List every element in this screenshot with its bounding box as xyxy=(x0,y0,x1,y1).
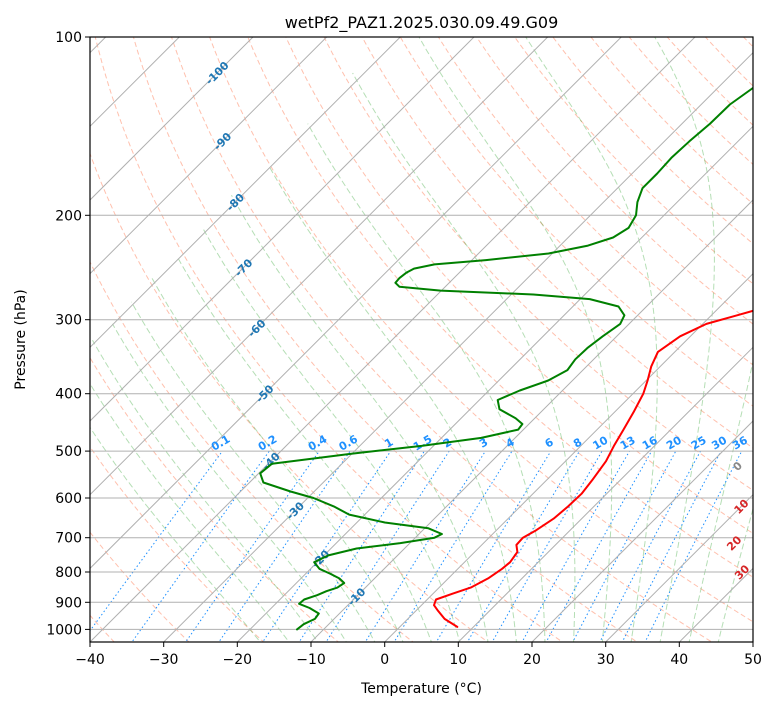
isotherm-line xyxy=(162,51,753,642)
moist-adiabat-line xyxy=(202,227,461,642)
x-axis-label: Temperature (°C) xyxy=(360,681,482,697)
moist-adiabat-line xyxy=(90,426,261,642)
mixing-ratio-line xyxy=(325,450,450,642)
mixing-ratio-line xyxy=(644,450,743,642)
y-tick-label: 200 xyxy=(55,208,82,224)
mixing-ratio-line xyxy=(218,450,351,642)
y-axis: 1000 900 800 700 600 500 400 300 200 100 xyxy=(46,30,90,638)
x-axis: −40 −30 −20 −10 0 10 20 30 40 50 xyxy=(75,642,762,668)
x-tick-label: −30 xyxy=(149,652,179,668)
dry-adiabat-line xyxy=(285,37,753,535)
isotherm-line xyxy=(457,346,753,642)
dry-adiabat-line xyxy=(399,37,753,407)
isotherm-line xyxy=(90,37,549,496)
y-tick-label: 600 xyxy=(55,491,82,507)
dry-adiabat-line xyxy=(132,37,638,642)
y-tick-label: 400 xyxy=(55,387,82,403)
y-axis-label: Pressure (hPa) xyxy=(13,289,29,389)
temperature-profile-line xyxy=(433,309,753,628)
y-tick-label: 800 xyxy=(55,565,82,581)
moist-adiabat-label: 40 xyxy=(749,590,769,610)
mixing-ratio-line xyxy=(185,450,320,642)
x-tick-label: −20 xyxy=(223,652,253,668)
dry-adiabat-line xyxy=(361,37,753,449)
x-tick-label: −40 xyxy=(75,652,105,668)
y-tick-label: 900 xyxy=(55,595,82,611)
mixing-ratio-line xyxy=(491,450,603,642)
mixing-ratio-line xyxy=(466,450,580,642)
dry-adiabat-line xyxy=(90,531,190,642)
dewpoint-profile-line xyxy=(259,86,753,631)
mixing-ratio-line xyxy=(435,450,552,642)
x-tick-label: 30 xyxy=(597,652,615,668)
x-tick-label: −10 xyxy=(296,652,326,668)
plot-area: -100-90-80-70-60-50-40-30-20-100.1 0.2 0.4… xyxy=(90,37,769,642)
dry-adiabat-line xyxy=(247,37,753,578)
moist-adiabat-line xyxy=(268,165,518,642)
chart-title: wetPf2_PAZ1.2025.030.09.49.G09 xyxy=(285,13,559,33)
isotherm-line xyxy=(90,37,696,642)
dry-adiabat-line xyxy=(666,37,753,126)
moist-adiabat-line xyxy=(176,256,432,642)
y-tick-label: 300 xyxy=(55,313,82,329)
isotherm-line xyxy=(90,37,254,201)
mixing-ratio-lines xyxy=(90,450,743,642)
isotherm-line xyxy=(90,37,181,128)
isotherm-line xyxy=(236,125,753,642)
moist-adiabat-line xyxy=(130,301,376,642)
x-tick-label: 10 xyxy=(449,652,467,668)
x-tick-label: 0 xyxy=(380,652,389,668)
mixing-ratio-line xyxy=(131,450,270,642)
moist-adiabat-line xyxy=(151,277,404,642)
dry-adiabat-line xyxy=(590,37,753,205)
moist-adiabat-line xyxy=(352,72,576,642)
isotherm-line xyxy=(604,493,753,642)
x-tick-label: 40 xyxy=(670,652,688,668)
y-tick-label: 700 xyxy=(55,531,82,547)
isotherm-line xyxy=(383,272,753,642)
moist-adiabat-line xyxy=(92,340,319,642)
y-tick-label: 1000 xyxy=(46,622,82,638)
x-tick-label: 20 xyxy=(523,652,541,668)
y-tick-label: 100 xyxy=(55,30,82,46)
dry-adiabat-line xyxy=(209,37,753,623)
plot-frame xyxy=(89,36,754,643)
dry-adiabat-line xyxy=(90,446,265,642)
isotherm-line xyxy=(90,37,623,570)
profile-series xyxy=(259,86,753,631)
mixing-ratio-line xyxy=(545,450,653,642)
isotherm-line xyxy=(90,37,402,349)
skewed-isotherms xyxy=(90,37,753,642)
dry-adiabat-line xyxy=(171,37,713,642)
dry-adiabat-line xyxy=(437,37,753,366)
isotherm-line xyxy=(90,37,328,275)
isotherm-line xyxy=(310,199,753,642)
isotherm-line xyxy=(531,420,753,642)
isotherm-line xyxy=(90,37,475,422)
dry-adiabat-line xyxy=(94,37,564,642)
dry-adiabat-line xyxy=(323,37,753,491)
x-tick-label: 50 xyxy=(744,652,762,668)
pressure-gridlines xyxy=(90,37,753,630)
dry-adiabat-line xyxy=(90,260,414,642)
moist-adiabat-line xyxy=(90,382,290,642)
dry-adiabat-line xyxy=(514,37,753,285)
mixing-ratio-line xyxy=(262,450,392,642)
moist-adiabat-line xyxy=(307,123,546,642)
y-tick-label: 500 xyxy=(55,444,82,460)
dry-adiabat-line xyxy=(475,37,753,325)
